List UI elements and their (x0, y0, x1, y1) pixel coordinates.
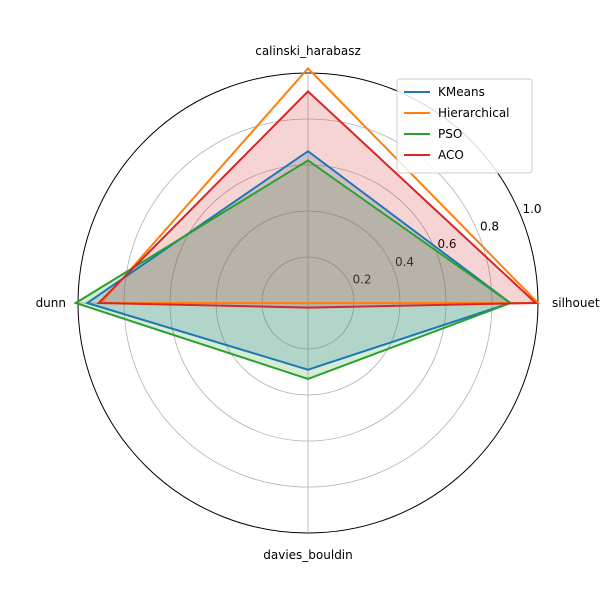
axis-label-calinski-harabasz: calinski_harabasz (255, 44, 361, 58)
series-line-aco (96, 90, 539, 309)
legend-label-pso: PSO (438, 127, 462, 141)
series-fill-aco (98, 91, 536, 308)
radial-tick-label: 0.8 (480, 220, 499, 234)
legend-label-hierarchical: Hierarchical (438, 106, 510, 120)
series-fills (75, 91, 536, 379)
series-line-kmeans (84, 149, 513, 371)
legend-label-aco: ACO (438, 148, 464, 162)
axis-label-dunn: dunn (36, 296, 66, 310)
legend-box (396, 78, 533, 174)
legend: KMeans Hierarchical PSO ACO (396, 78, 533, 174)
series-line-pso (73, 159, 513, 380)
radial-tick-label: 0.6 (437, 237, 456, 251)
series-fill-kmeans (87, 151, 511, 370)
series-lines (73, 66, 541, 380)
legend-label-kmeans: KMeans (438, 85, 485, 99)
radial-tick-label: 0.4 (395, 255, 414, 269)
radial-tick-label: 1.0 (522, 202, 541, 216)
radial-tick-label: 0.2 (352, 272, 371, 286)
series-fill-pso (75, 160, 511, 379)
axis-label-silhouette: silhouette (552, 296, 600, 310)
axis-label-davies-bouldin: davies_bouldin (263, 548, 353, 562)
